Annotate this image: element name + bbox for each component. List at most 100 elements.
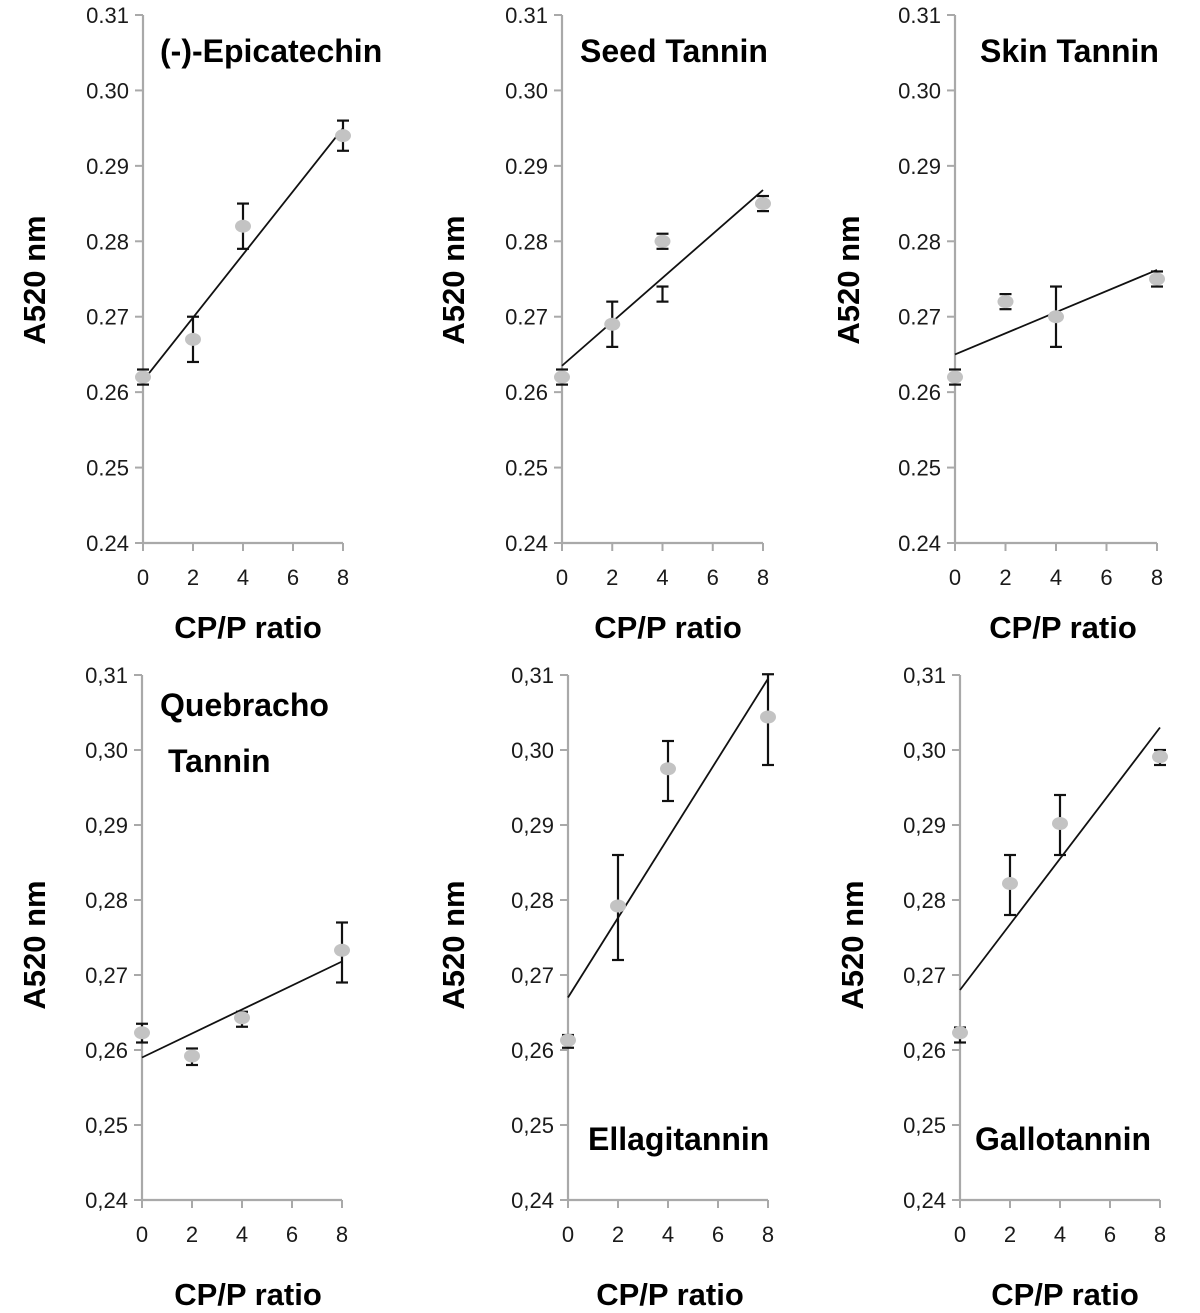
trendline xyxy=(959,726,1161,991)
x-tick-label: 8 xyxy=(757,565,769,590)
y-tick-label: 0.31 xyxy=(898,3,941,28)
x-axis-label: CP/P ratio xyxy=(991,1277,1139,1312)
x-tick-label: 2 xyxy=(186,1222,198,1247)
data-point xyxy=(660,762,676,776)
y-tick-label: 0,27 xyxy=(903,963,946,988)
x-tick-label: 2 xyxy=(612,1222,624,1247)
x-tick-label: 4 xyxy=(236,1222,248,1247)
x-axis-label: CP/P ratio xyxy=(594,610,742,645)
data-point xyxy=(947,370,963,384)
x-tick-label: 2 xyxy=(187,565,199,590)
x-tick-label: 4 xyxy=(1054,1222,1066,1247)
chart-panel-1: 0.24 0.25 0.26 0.27 0.28 0.29 0.30 0.31 0 2 4 6 8 CP/… xyxy=(17,3,382,645)
y-axis-label: A520 nm xyxy=(436,880,471,1009)
y-tick-label: 0.30 xyxy=(505,78,548,103)
y-tick-label: 0.28 xyxy=(86,229,129,254)
x-tick-label: 6 xyxy=(1100,565,1112,590)
chart-panel-2: 0.24 0.25 0.26 0.27 0.28 0.29 0.30 0.31 0 2 4 6 8 CP/… xyxy=(436,3,771,645)
y-tick-label: 0.26 xyxy=(86,380,129,405)
trendline xyxy=(567,678,769,998)
chart-title: Quebracho xyxy=(160,687,329,723)
chart-panel-5: 0,24 0,25 0,26 0,27 0,28 0,29 0,30 0,31 0 2 4 6 8 CP/… xyxy=(436,663,776,1312)
y-axis-label: A520 nm xyxy=(436,215,471,344)
y-tick-label: 0,25 xyxy=(85,1113,128,1138)
y-tick-label: 0.27 xyxy=(86,305,129,330)
data-point xyxy=(604,317,621,331)
x-tick-label: 0 xyxy=(136,1222,148,1247)
chart-title: Ellagitannin xyxy=(588,1121,769,1157)
y-tick-label: 0,31 xyxy=(511,663,554,688)
y-tick-label: 0.25 xyxy=(898,456,941,481)
y-tick-label: 0,30 xyxy=(85,738,128,763)
trendline xyxy=(141,960,343,1059)
chart-title: Skin Tannin xyxy=(980,33,1159,69)
data-point xyxy=(952,1026,968,1040)
data-point xyxy=(135,370,151,384)
y-tick-label: 0.31 xyxy=(86,3,129,28)
y-tick-label: 0.25 xyxy=(505,456,548,481)
y-tick-label: 0.25 xyxy=(86,456,129,481)
y-tick-label: 0.30 xyxy=(898,78,941,103)
data-point xyxy=(1149,272,1165,286)
x-axis-label: CP/P ratio xyxy=(174,610,322,645)
data-point xyxy=(1052,817,1068,830)
y-tick-label: 0,24 xyxy=(511,1188,554,1213)
x-tick-label: 4 xyxy=(656,565,668,590)
y-tick-label: 0,30 xyxy=(511,738,554,763)
x-tick-label: 4 xyxy=(662,1222,674,1247)
chart-title: (-)-Epicatechin xyxy=(160,33,382,69)
data-point xyxy=(554,370,570,384)
data-point xyxy=(334,943,350,957)
y-tick-label: 0,31 xyxy=(85,663,128,688)
x-tick-label: 0 xyxy=(556,565,568,590)
y-tick-label: 0.29 xyxy=(505,154,548,179)
y-axis-label: A520 nm xyxy=(835,880,870,1009)
x-tick-label: 8 xyxy=(1154,1222,1166,1247)
y-tick-label: 0,28 xyxy=(85,888,128,913)
y-tick-label: 0,27 xyxy=(511,963,554,988)
y-tick-label: 0,28 xyxy=(511,888,554,913)
y-axis-label: A520 nm xyxy=(831,215,866,344)
chart-title: Gallotannin xyxy=(975,1121,1151,1157)
y-tick-label: 0.31 xyxy=(505,3,548,28)
y-tick-label: 0,27 xyxy=(85,963,128,988)
x-tick-label: 8 xyxy=(336,1222,348,1247)
data-point xyxy=(997,295,1014,309)
x-tick-label: 6 xyxy=(1104,1222,1116,1247)
x-tick-label: 0 xyxy=(949,565,961,590)
chart-title: Seed Tannin xyxy=(580,33,768,69)
y-tick-label: 0,25 xyxy=(903,1113,946,1138)
data-point xyxy=(610,899,626,913)
chart-panel-3: 0.24 0.25 0.26 0.27 0.28 0.29 0.30 0.31 0 2 4 6 8 CP/… xyxy=(831,3,1165,645)
y-tick-label: 0.28 xyxy=(505,229,548,254)
y-tick-label: 0.27 xyxy=(505,305,548,330)
x-tick-label: 8 xyxy=(762,1222,774,1247)
x-tick-label: 6 xyxy=(712,1222,724,1247)
trendline xyxy=(561,189,764,367)
y-tick-label: 0,29 xyxy=(903,813,946,838)
x-tick-label: 2 xyxy=(606,565,618,590)
y-tick-label: 0,26 xyxy=(511,1038,554,1063)
y-tick-label: 0,26 xyxy=(903,1038,946,1063)
data-point xyxy=(184,1049,200,1063)
x-tick-label: 4 xyxy=(237,565,249,590)
x-tick-label: 0 xyxy=(954,1222,966,1247)
chart-panel-6: 0,24 0,25 0,26 0,27 0,28 0,29 0,30 0,31 0 2 4 6 8 CP/… xyxy=(835,663,1168,1312)
data-point xyxy=(235,219,251,233)
data-point xyxy=(755,197,771,211)
data-point xyxy=(234,1011,250,1025)
x-tick-label: 2 xyxy=(1004,1222,1016,1247)
chart-panel-4: 0,24 0,25 0,26 0,27 0,28 0,29 0,30 0,31 0 2 4 6 8 CP/… xyxy=(17,663,350,1312)
y-tick-label: 0.26 xyxy=(898,380,941,405)
x-tick-label: 6 xyxy=(287,565,299,590)
x-tick-label: 0 xyxy=(137,565,149,590)
y-tick-label: 0.27 xyxy=(898,305,941,330)
data-point xyxy=(335,129,351,143)
y-axis-label: A520 nm xyxy=(17,880,52,1009)
x-tick-label: 2 xyxy=(999,565,1011,590)
data-point xyxy=(134,1026,150,1040)
data-point xyxy=(654,234,671,248)
y-tick-label: 0,28 xyxy=(903,888,946,913)
y-tick-label: 0.28 xyxy=(898,229,941,254)
